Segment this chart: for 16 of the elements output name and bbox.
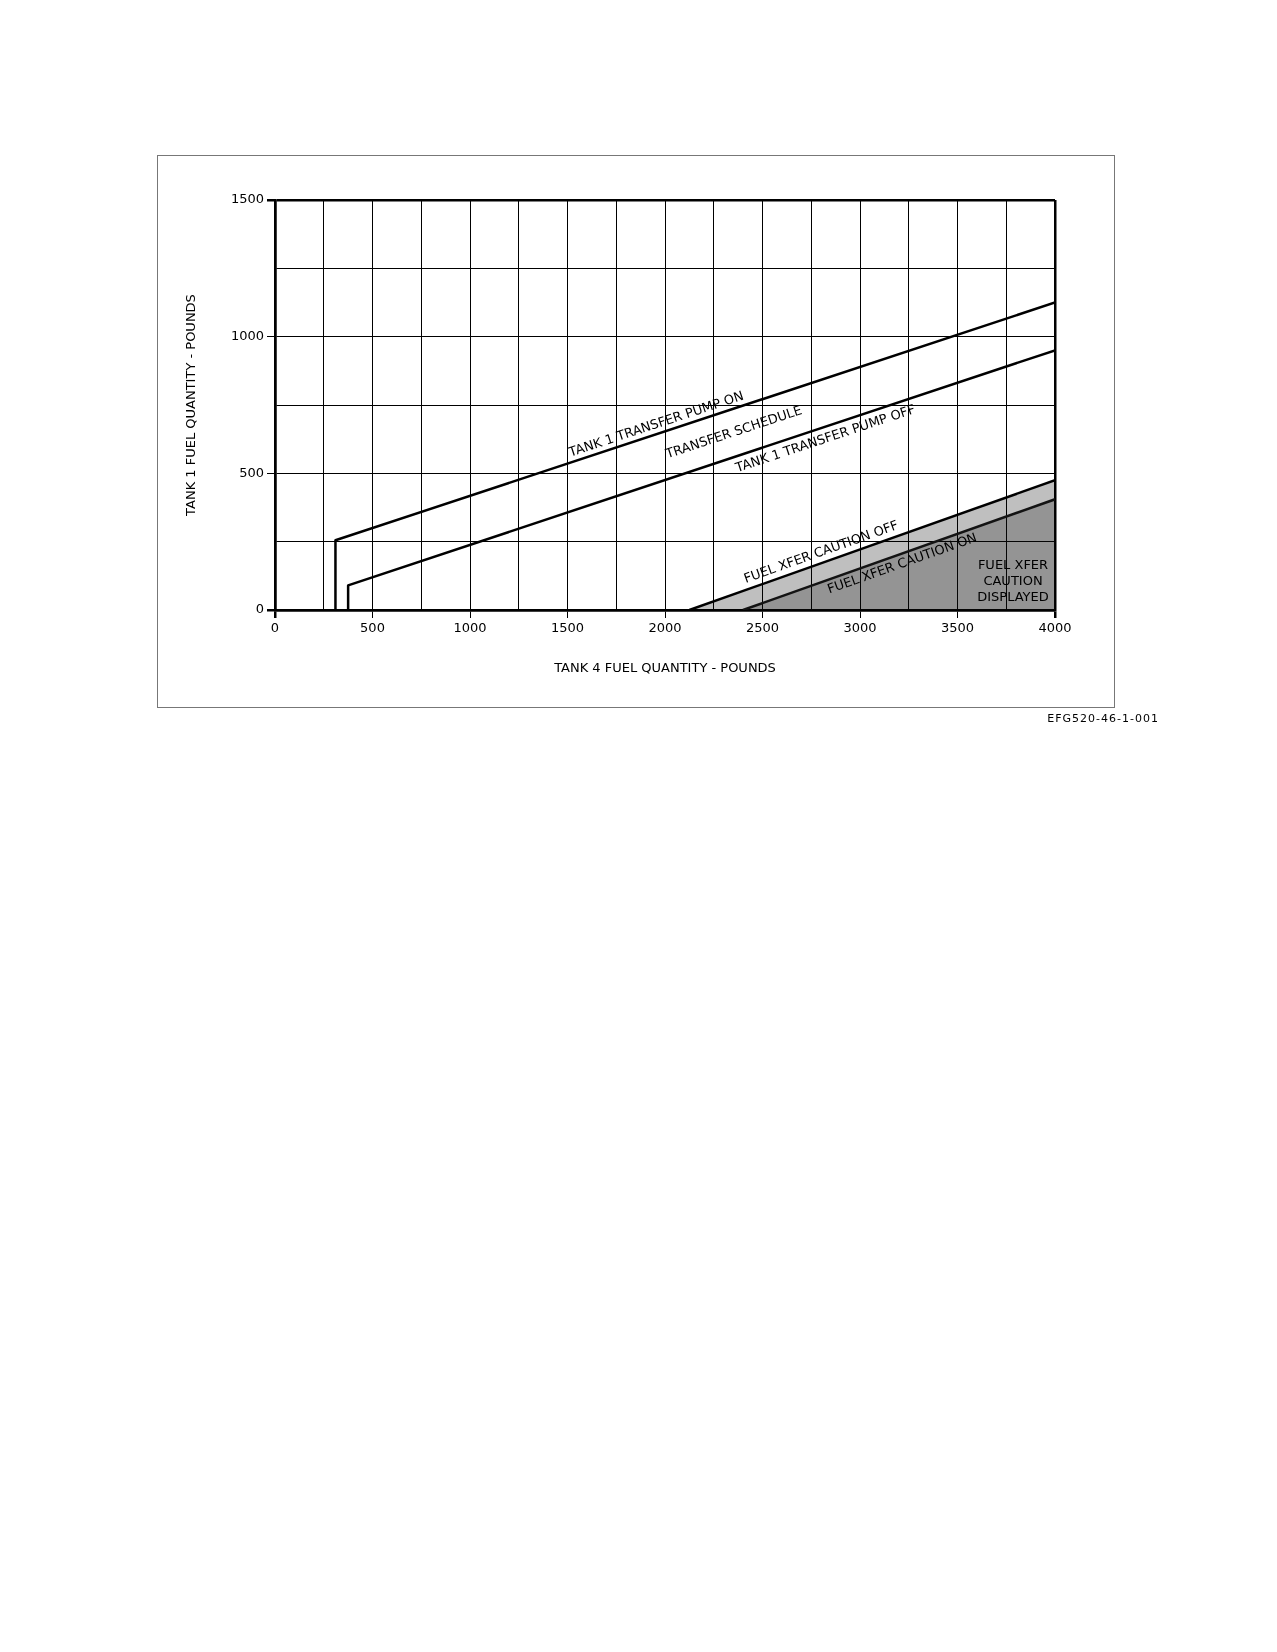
y-tick-label: 1000: [230, 328, 264, 344]
x-tick-label: 1000: [453, 620, 487, 636]
x-tick-label: 1500: [550, 620, 585, 636]
y-axis-title: TANK 1 FUEL QUANTITY - POUNDS: [183, 294, 199, 517]
x-tick-label: 4000: [1038, 620, 1072, 636]
x-tick-label: 0: [270, 620, 280, 636]
x-tick-label: 2500: [745, 620, 780, 636]
y-tick-label: 500: [239, 464, 264, 480]
text: EFG520-46-1-001: [1047, 712, 1159, 725]
x-tick-label: 2000: [648, 620, 682, 636]
x-tick-label: 3000: [843, 620, 877, 636]
x-axis-title: TANK 4 FUEL QUANTITY - POUNDS: [553, 659, 776, 675]
x-tick-label: 500: [360, 620, 385, 636]
x-tick-label: 3500: [940, 620, 975, 636]
y-tick-label: 1500: [230, 191, 264, 207]
y-tick-label: 0: [255, 601, 264, 617]
